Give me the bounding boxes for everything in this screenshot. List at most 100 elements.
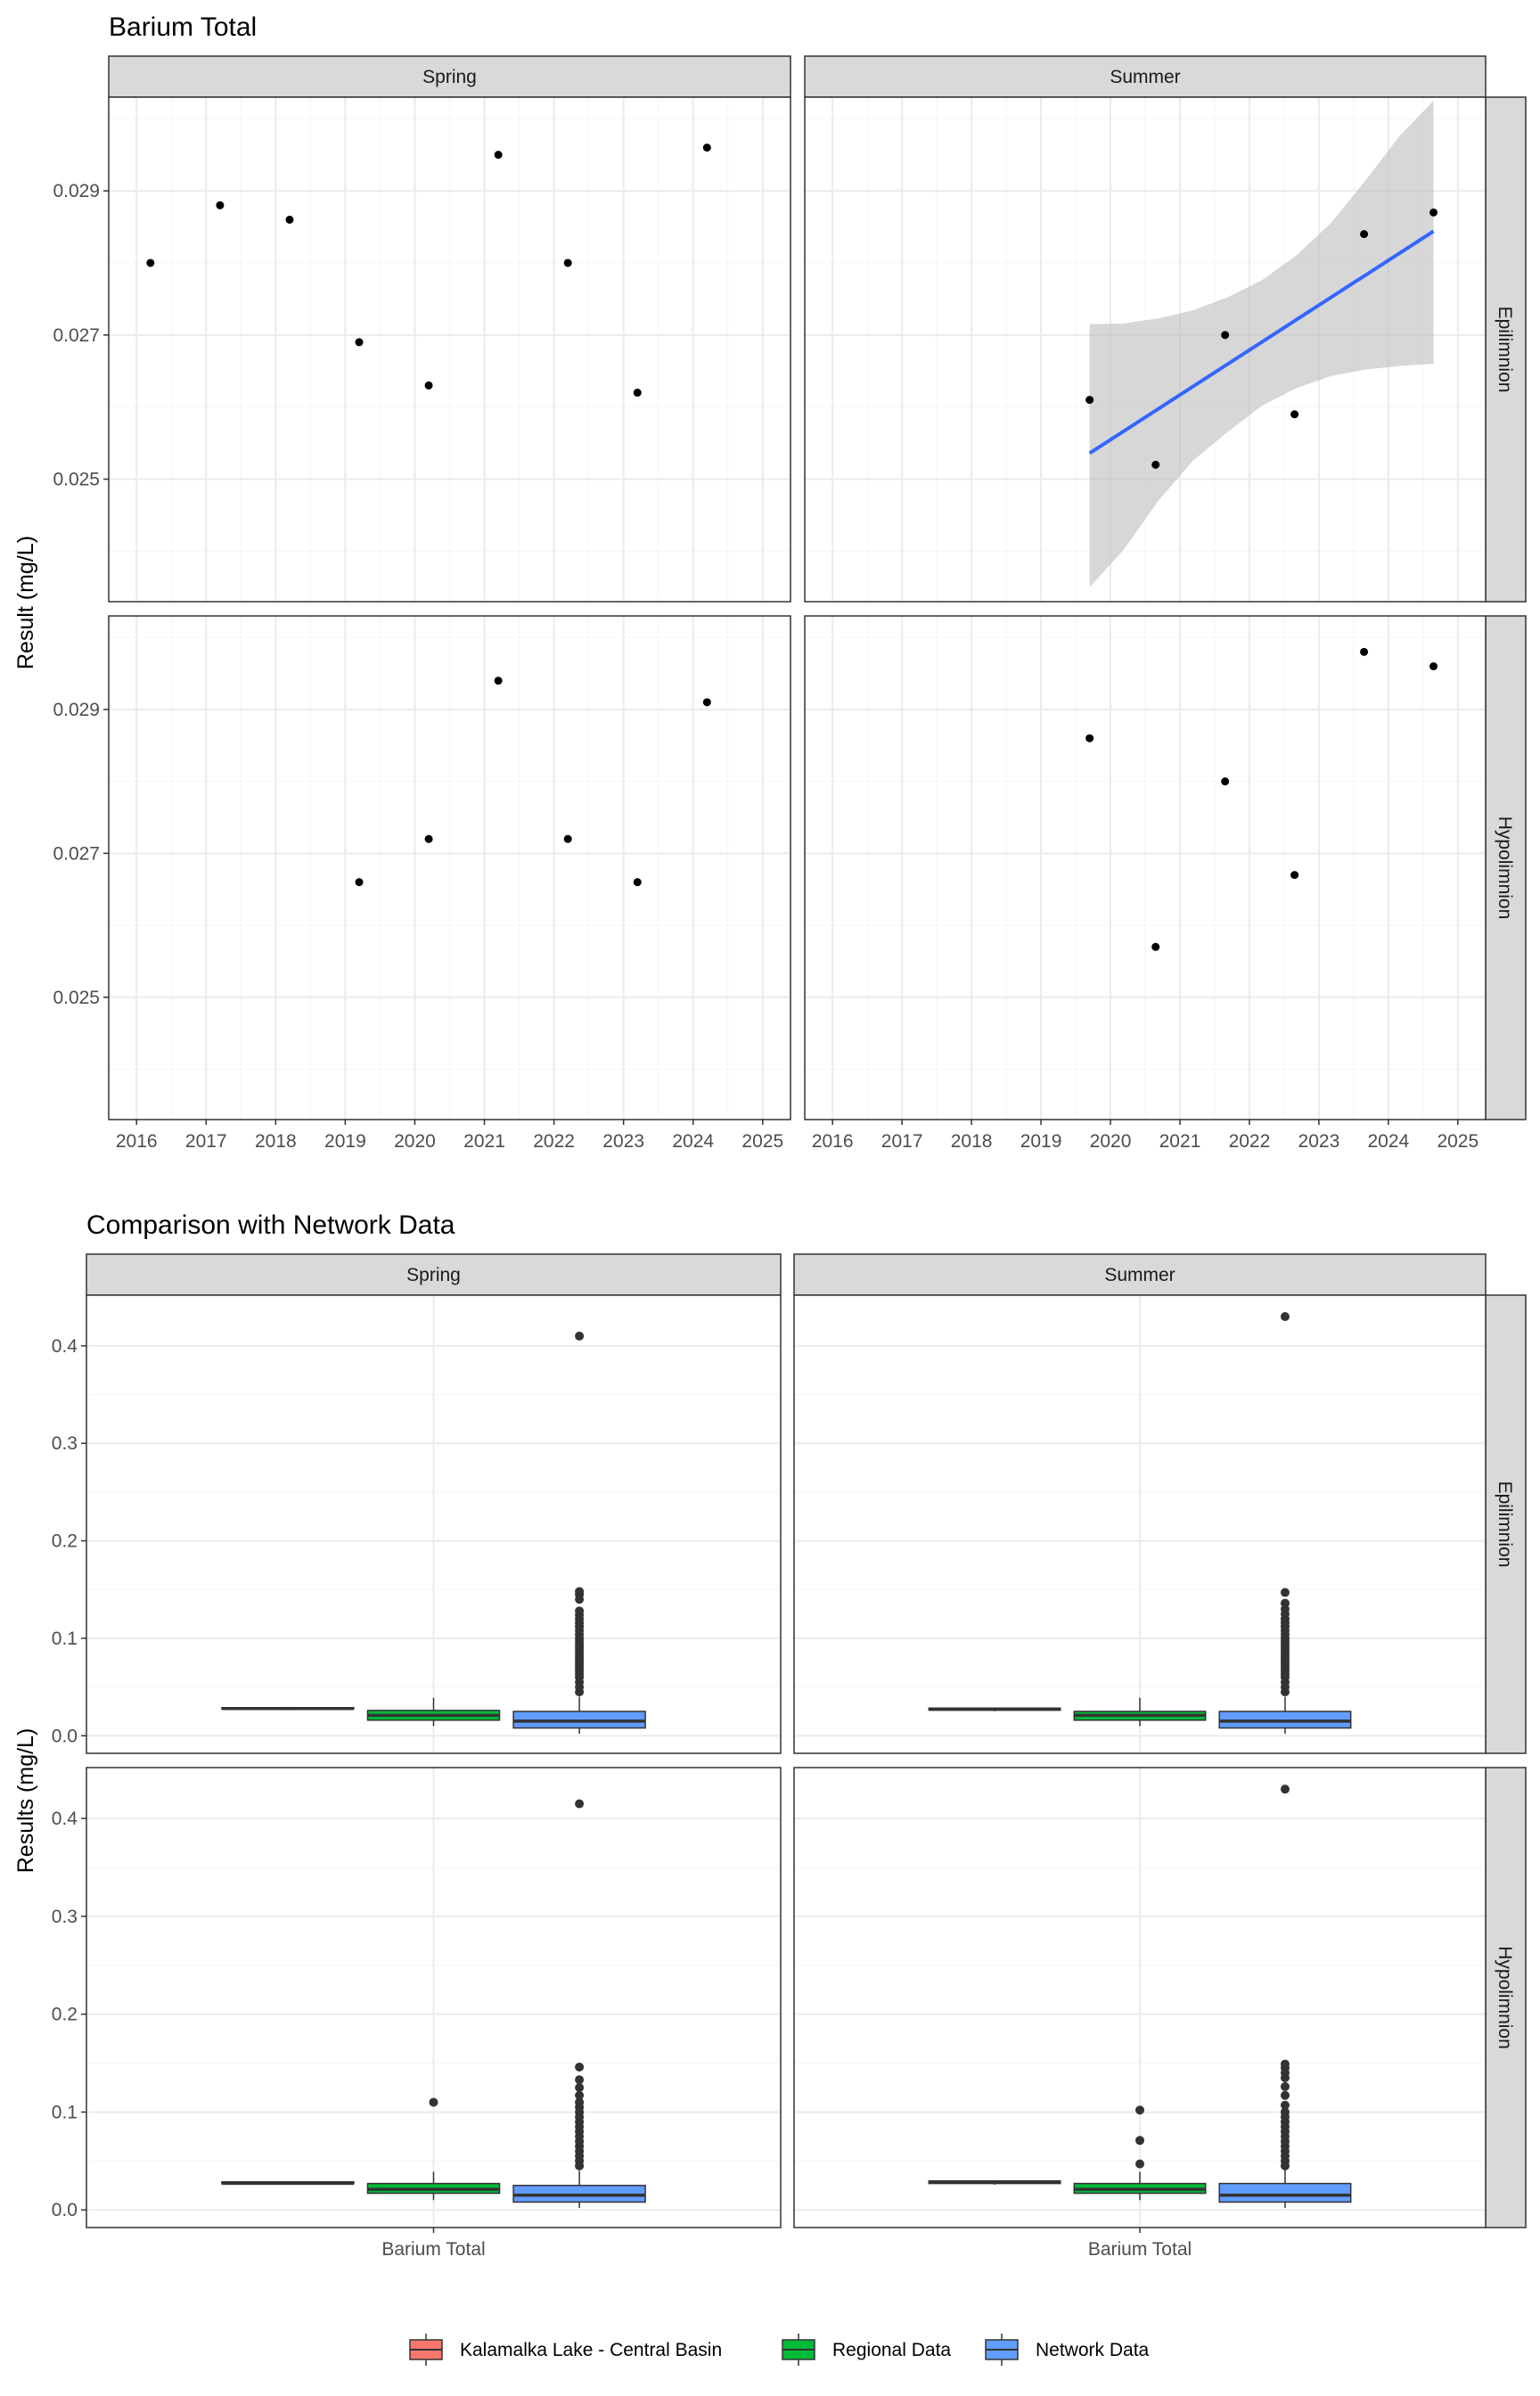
outlier-point xyxy=(575,1587,585,1596)
y-tick-label: 0.029 xyxy=(53,700,100,720)
data-point xyxy=(1085,734,1094,743)
facet-label-hypolimnion: Hypolimnion xyxy=(1495,1946,1515,2049)
y-tick-label: 0.4 xyxy=(52,1336,78,1357)
panel-spring-hypolimnion: 0.025 0.027 0.029 2016 2017 2018 2019 2020 2021 2… xyxy=(53,615,791,1152)
x-tick-label: 2019 xyxy=(1020,1131,1062,1152)
facet-strip-summer xyxy=(793,1253,1487,1296)
panel-summer-hypolimnion: Barium Total xyxy=(793,1767,1487,2260)
outlier-point xyxy=(575,2075,585,2085)
x-tick-label: 2023 xyxy=(1298,1131,1340,1152)
facet-label-epilimnion: Epilimnion xyxy=(1495,1481,1515,1568)
box-regional-data xyxy=(366,2097,501,2201)
x-tick-label: 2020 xyxy=(1090,1131,1132,1152)
trend-line xyxy=(1088,229,1435,455)
data-point xyxy=(1429,208,1438,217)
x-tick-label: 2017 xyxy=(185,1131,227,1152)
data-point xyxy=(216,201,225,209)
data-point xyxy=(355,338,364,347)
box-network-data xyxy=(1218,1785,1352,2209)
facet-strip-summer xyxy=(804,55,1487,98)
data-point xyxy=(633,389,642,398)
facet-label-summer: Summer xyxy=(1104,1265,1175,1285)
outlier-point xyxy=(1280,2090,1290,2100)
outlier-point xyxy=(575,1331,585,1341)
panel-summer-epilimnion xyxy=(804,96,1487,603)
y-tick-label: 0.027 xyxy=(53,325,100,346)
chart1-title: Barium Total xyxy=(109,12,257,42)
outlier-point xyxy=(575,1606,585,1616)
chart1-y-axis-label: Result (mg/L) xyxy=(13,536,38,669)
y-tick-label: 0.0 xyxy=(52,1726,78,1746)
x-tick-label: 2020 xyxy=(394,1131,436,1152)
data-point xyxy=(1221,331,1230,340)
data-point xyxy=(424,834,433,843)
panel-border xyxy=(86,1294,782,1754)
outlier-point xyxy=(1280,2081,1290,2091)
box-body xyxy=(1218,2182,1352,2203)
box-network-data xyxy=(512,1331,646,1735)
box-regional-data xyxy=(1073,2105,1207,2201)
data-point xyxy=(494,151,503,160)
legend-item-network-data: Network Data xyxy=(985,2334,1150,2366)
y-tick-label: 0.025 xyxy=(53,988,100,1008)
x-tick-label: 2021 xyxy=(1159,1131,1201,1152)
panel-border xyxy=(108,96,791,603)
panel-summer-epilimnion xyxy=(793,1294,1487,1754)
data-point xyxy=(1429,662,1438,670)
x-tick-label: 2017 xyxy=(881,1131,923,1152)
x-tick-label: 2016 xyxy=(116,1131,158,1152)
outlier-point xyxy=(1280,2100,1290,2110)
outlier-point xyxy=(575,2097,585,2107)
data-point xyxy=(1151,942,1160,951)
data-point xyxy=(1151,460,1160,469)
y-tick-label: 0.025 xyxy=(53,470,100,490)
data-point xyxy=(563,258,572,267)
y-tick-label: 0.2 xyxy=(52,2005,78,2025)
facet-strip-epilimnion xyxy=(1485,1294,1527,1754)
y-tick-label: 0.1 xyxy=(52,1629,78,1649)
box-kalamalka-lake-central-basin xyxy=(221,1706,355,1711)
box-regional-data xyxy=(1073,1697,1207,1727)
x-tick-label: 2023 xyxy=(602,1131,644,1152)
x-tick-label: 2024 xyxy=(672,1131,714,1152)
y-tick-label: 0.0 xyxy=(52,2200,78,2220)
box-network-data xyxy=(1218,1312,1352,1735)
y-tick-label: 0.3 xyxy=(52,1433,78,1454)
panel-border xyxy=(804,615,1487,1120)
data-point xyxy=(1360,647,1369,656)
x-tick-label: 2018 xyxy=(255,1131,297,1152)
y-tick-label: 0.027 xyxy=(53,843,100,864)
x-tick-label: 2019 xyxy=(324,1131,366,1152)
facet-label-spring: Spring xyxy=(406,1265,461,1285)
panel-spring-epilimnion: 0.025 0.027 0.029 xyxy=(53,96,791,603)
outlier-point xyxy=(1135,2159,1144,2169)
data-point xyxy=(494,677,503,685)
outlier-point xyxy=(1280,2107,1290,2117)
chart2-y-axis-label: Results (mg/L) xyxy=(13,1728,38,1874)
data-point xyxy=(1085,396,1094,405)
data-point xyxy=(1221,777,1230,786)
outlier-point xyxy=(575,2062,585,2072)
x-tick-label: Barium Total xyxy=(1088,2239,1192,2260)
data-point xyxy=(355,878,364,887)
outlier-point xyxy=(1280,1598,1290,1608)
legend-item-kalamalka-lake-central-basin: Kalamalka Lake - Central Basin xyxy=(409,2334,722,2366)
outlier-point xyxy=(1280,1312,1290,1322)
panel-spring-hypolimnion: 0.0 0.1 0.2 0.3 0.4 Barium Total xyxy=(52,1767,782,2260)
data-point xyxy=(563,834,572,843)
facet-strip-hypolimnion xyxy=(1485,1767,1527,2228)
y-tick-label: 0.029 xyxy=(53,181,100,201)
facet-strip-spring xyxy=(108,55,791,98)
outlier-point xyxy=(1135,2136,1144,2146)
facet-label-epilimnion: Epilimnion xyxy=(1495,307,1515,393)
facet-strip-hypolimnion xyxy=(1485,615,1527,1120)
chart1-plot-area: Spring SummerEpilimnionHypolimnion0.0250.… xyxy=(53,55,1527,1152)
chart2-legend: Kalamalka Lake - Central Basin Regional D… xyxy=(409,2334,1150,2366)
outlier-point xyxy=(1280,2059,1290,2069)
outlier-point xyxy=(575,2083,585,2093)
legend-item-regional-data: Regional Data xyxy=(782,2334,951,2366)
box-kalamalka-lake-central-basin xyxy=(221,2180,355,2186)
data-point xyxy=(702,144,711,152)
chart2-title: Comparison with Network Data xyxy=(86,1210,455,1240)
